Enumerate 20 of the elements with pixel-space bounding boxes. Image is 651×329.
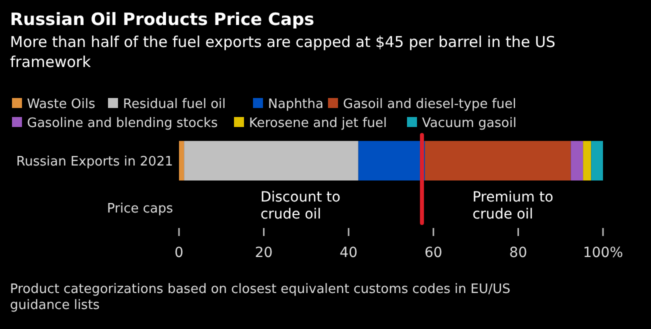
y-tick-label: Russian Exports in 2021 [16, 154, 173, 170]
x-tick-label: 80 [509, 245, 528, 261]
annotation: Premium to crude oil [472, 189, 554, 222]
x-tick-label: 0 [174, 245, 184, 261]
annotation: Discount to crude oil [260, 189, 340, 222]
x-tick-label: 60 [424, 245, 442, 261]
x-tick-label: 20 [254, 245, 273, 261]
legend-label: Vacuum gasoil [422, 116, 516, 131]
chart-title: Russian Oil Products Price Caps [10, 10, 314, 30]
y-tick-label: Price caps [107, 201, 174, 216]
text: Product categorizations based on closest equivalent customs codes in EU/US guidance lists [10, 282, 510, 313]
x-tick-label: 40 [340, 245, 358, 261]
legend-label: Gasoline and blending stocks [27, 116, 218, 131]
legend-label: Naphtha [268, 97, 324, 112]
legend-label: Residual fuel oil [123, 97, 226, 112]
x-tick-label: 100% [582, 245, 624, 261]
chart-subtitle: More than half of the fuel exports are capped at $45 per barrel in the US framework [10, 33, 556, 71]
legend-label: Gasoil and diesel-type fuel [343, 97, 516, 112]
legend-label: Kerosene and jet fuel [249, 116, 387, 131]
legend-label: Waste Oils [27, 97, 96, 112]
